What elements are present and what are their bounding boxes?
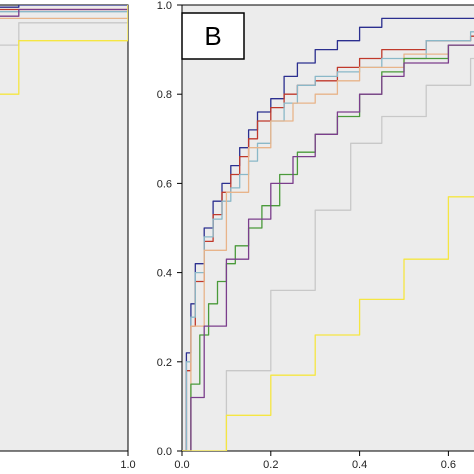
panel-b-series-line-4 [182,44,474,451]
panel-a-series-line-6 [0,5,128,46]
panel-b-plot-area [181,4,474,452]
panel-b-series-line-3 [182,31,474,451]
panel-a-series-line-1 [0,5,128,8]
panel-b-series-line-6 [182,44,474,451]
panel-a: 0.81.0 [0,4,136,471]
panel-b-series-line-2 [182,35,474,451]
panel-a-x-tick-label: 1.0 [120,459,135,471]
panel-b-ticks: 0.0 0.2 0.4 0.6 0.0 0.2 0.4 0.6 0.8 1.0 [157,0,456,471]
panel-b-y-tick-label: 0.6 [157,178,172,190]
panel-b-label: B [204,21,221,51]
panel-a-series [0,5,128,95]
panel-b-x-tick-label: 0.6 [441,459,456,471]
panel-b-y-tick-label: 0.4 [157,268,172,280]
panel-b-y-tick-label: 0.0 [157,446,172,458]
panel-a-series-line-4 [0,5,128,17]
panel-b-y-tick-label: 1.0 [157,0,172,12]
panel-b-series [182,17,474,451]
panel-b-series-line-5 [182,44,474,451]
panel-b-y-tick-label: 0.2 [157,357,172,369]
panel-b-y-tick-label: 0.8 [157,89,172,101]
panel-b-x-tick-label: 0.4 [352,459,367,471]
panel-b: 0.0 0.2 0.4 0.6 0.0 0.2 0.4 0.6 0.8 1.0 B [157,0,474,471]
panel-b-x-tick-label: 0.0 [174,459,189,471]
panel-a-ticks: 0.81.0 [120,451,136,471]
panel-b-label-box: B [181,12,245,60]
panel-b-series-line-7 [182,57,474,451]
panel-b-x-tick-label: 0.2 [263,459,278,471]
panel-a-plot-area [0,4,129,452]
panel-b-series-line-1 [182,17,474,451]
panel-a-series-line-7 [0,5,128,95]
panel-a-series-line-3 [0,5,128,13]
panel-b-series-line-8 [182,196,474,451]
